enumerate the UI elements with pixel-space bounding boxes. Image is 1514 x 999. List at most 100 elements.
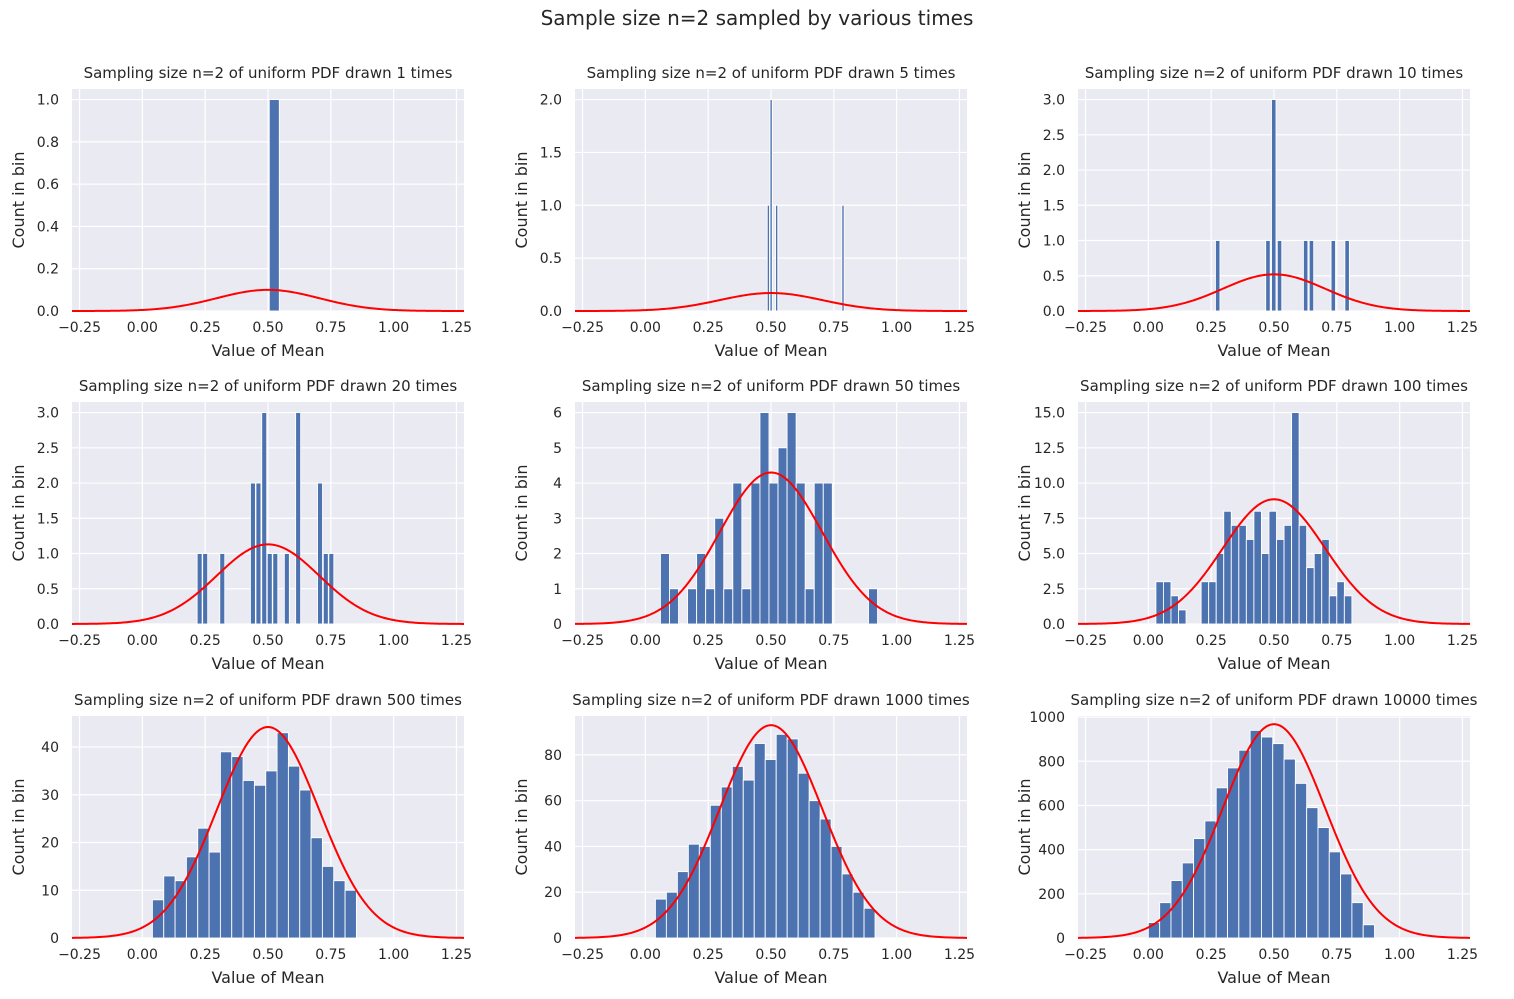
histogram-bar (669, 588, 679, 625)
histogram-bar (1330, 240, 1337, 312)
y-tick-label: 0 (1056, 931, 1065, 947)
x-tick-label: 1.00 (1384, 633, 1415, 649)
x-tick-label: 0.25 (190, 320, 221, 336)
histogram-bar (268, 99, 280, 312)
x-tick-label: 1.00 (1384, 320, 1415, 336)
x-tick-label: −0.25 (561, 320, 604, 336)
histogram-bar (1343, 595, 1353, 625)
histogram-bar (1298, 524, 1308, 625)
x-tick-label: 1.00 (881, 633, 912, 649)
histogram-bar (321, 865, 335, 939)
subplot-title: Sampling size n=2 of uniform PDF drawn 5… (587, 64, 956, 82)
histogram-bar (731, 765, 744, 939)
subplot-title: Sampling size n=2 of uniform PDF drawn 5… (74, 691, 462, 709)
subplot-4: −0.25 0.00 0.25 0.50 0.75 1.00 1.25 0.0 0.5 1.0 1.… (9, 377, 472, 673)
x-tick-label: 0.50 (1258, 947, 1289, 963)
y-tick-label: 60 (544, 794, 562, 810)
y-tick-label: 6 (553, 406, 562, 422)
histogram-bar (1162, 581, 1172, 625)
y-tick-label: 0 (553, 931, 562, 947)
subplot-3: −0.25 0.00 0.25 0.50 0.75 1.00 1.25 0.0 0.5 1.0 1.… (1015, 64, 1478, 360)
y-tick-label: 20 (41, 836, 59, 852)
histogram-bar (830, 846, 843, 939)
subplot-5: −0.25 0.00 0.25 0.50 0.75 1.00 1.25 0 1 2 3 4 5 6 Samp… (512, 377, 975, 673)
x-tick-label: −0.25 (58, 947, 101, 963)
histogram-bar (1238, 749, 1251, 939)
x-tick-label: −0.25 (561, 947, 604, 963)
x-tick-label: 0.00 (127, 947, 158, 963)
subplot-8: −0.25 0.00 0.25 0.50 0.75 1.00 1.25 0 20 40 60 80 Sa… (512, 691, 975, 987)
normal-curve (71, 543, 465, 625)
x-tick-label: 0.75 (315, 633, 346, 649)
y-tick-label: 1 (553, 582, 562, 598)
histogram-bar (299, 789, 312, 939)
x-tick-label: −0.25 (58, 320, 101, 336)
x-tick-label: 0.50 (252, 633, 283, 649)
histogram-bar (1271, 99, 1277, 312)
x-tick-label: 0.50 (252, 947, 283, 963)
x-tick-label: 0.00 (1133, 633, 1164, 649)
normal-curve (1077, 498, 1471, 625)
y-tick-label: 1.0 (37, 547, 59, 563)
subplot-7: −0.25 0.00 0.25 0.50 0.75 1.00 1.25 0 10 20 30 40 Sa… (9, 691, 472, 987)
y-tick-label: 30 (41, 788, 59, 804)
subplot-title: Sampling size n=2 of uniform PDF drawn 1… (572, 691, 970, 709)
x-tick-label: 0.75 (1321, 320, 1352, 336)
x-tick-label: 0.75 (315, 320, 346, 336)
histogram-bar (852, 891, 865, 939)
x-tick-label: 0.25 (1196, 633, 1227, 649)
x-axis-label: Value of Mean (211, 654, 324, 673)
y-tick-label: 0 (553, 617, 562, 633)
y-tick-label: 4 (553, 476, 562, 492)
x-tick-label: 1.25 (441, 633, 472, 649)
y-tick-label: 1.0 (37, 93, 59, 109)
y-tick-label: 1.0 (540, 198, 562, 214)
histogram-bar (742, 779, 755, 939)
histogram-bar (1306, 807, 1319, 939)
y-tick-label: 0.4 (37, 219, 59, 235)
x-tick-label: 0.00 (127, 633, 158, 649)
histogram-bar (1181, 862, 1195, 939)
histogram-bar (775, 204, 779, 312)
y-tick-label: 0.0 (1043, 304, 1065, 320)
x-tick-label: −0.25 (561, 633, 604, 649)
histogram-bar (786, 412, 797, 625)
normal-curve (1077, 273, 1471, 312)
x-tick-label: 1.25 (944, 947, 975, 963)
histogram-bar (863, 907, 876, 939)
histogram-bar (1328, 851, 1342, 939)
x-tick-label: 0.25 (693, 320, 724, 336)
x-tick-label: 1.00 (378, 320, 409, 336)
y-tick-label: 400 (1038, 843, 1065, 859)
x-tick-label: −0.25 (1064, 947, 1107, 963)
y-tick-label: 10.0 (1034, 476, 1065, 492)
x-tick-label: 0.50 (1258, 320, 1289, 336)
y-axis-label: Count in bin (1015, 151, 1034, 248)
y-tick-label: 7.5 (1043, 511, 1065, 527)
x-tick-label: 1.00 (378, 947, 409, 963)
histogram-bar (687, 588, 698, 625)
y-tick-label: 200 (1038, 887, 1065, 903)
x-tick-label: 0.25 (190, 947, 221, 963)
x-axis-label: Value of Mean (714, 654, 827, 673)
histogram-bar (1313, 553, 1323, 625)
normal-curve (574, 724, 968, 939)
histogram-bar (317, 482, 323, 625)
y-tick-label: 5 (553, 441, 562, 457)
histogram-bar (819, 818, 832, 939)
y-axis-label: Count in bin (1015, 778, 1034, 875)
y-tick-label: 0.5 (1043, 269, 1065, 285)
histogram-bar (1308, 240, 1315, 312)
histogram-bar (709, 804, 722, 939)
histogram-bar (1306, 567, 1315, 625)
histogram-bar (1170, 595, 1179, 625)
subplot-title: Sampling size n=2 of uniform PDF drawn 1… (1085, 64, 1464, 82)
histogram-bar (822, 482, 833, 625)
histogram-bar (1283, 524, 1293, 625)
x-tick-label: 1.00 (1384, 947, 1415, 963)
x-tick-label: 1.25 (441, 947, 472, 963)
histogram-bar (698, 846, 711, 939)
x-tick-label: 1.25 (1447, 320, 1478, 336)
histogram-bar (333, 880, 346, 939)
histogram-bar (750, 482, 761, 625)
